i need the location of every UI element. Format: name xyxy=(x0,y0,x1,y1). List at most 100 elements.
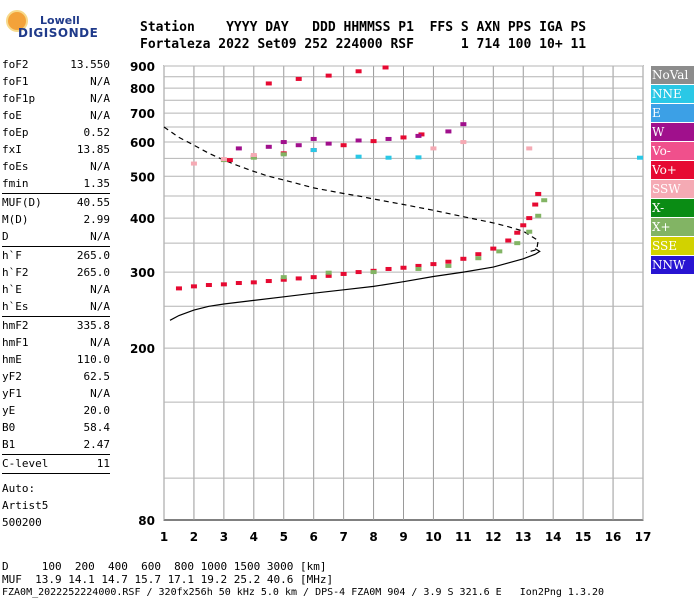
param-row: foF1 N/A xyxy=(2,73,110,90)
x-tick-label: 1 xyxy=(160,530,168,544)
data-point xyxy=(400,265,407,270)
data-point xyxy=(295,276,302,281)
data-point xyxy=(526,146,533,151)
data-point xyxy=(310,275,317,280)
data-point xyxy=(340,143,347,148)
data-point xyxy=(532,202,539,207)
sun-logo-icon xyxy=(6,10,28,32)
data-point xyxy=(235,146,242,151)
y-tick-label: 200 xyxy=(130,342,155,356)
data-point xyxy=(325,73,332,78)
param-name: D xyxy=(2,230,9,243)
param-value: 40.55 xyxy=(76,196,110,209)
x-tick-label: 13 xyxy=(515,530,532,544)
y-tick-label: 300 xyxy=(130,266,155,280)
param-row: B0 58.4 xyxy=(2,419,110,436)
data-point xyxy=(415,263,422,268)
logo-line1: Lowell xyxy=(40,14,80,27)
param-name: yE xyxy=(2,404,16,417)
x-tick-label: 10 xyxy=(425,530,442,544)
x-tick-label: 14 xyxy=(545,530,562,544)
data-point xyxy=(430,262,437,267)
param-name: C-level xyxy=(2,457,49,470)
x-tick-label: 7 xyxy=(339,530,347,544)
true-height-curve xyxy=(169,248,541,321)
param-name: hmE xyxy=(2,353,22,366)
param-separator xyxy=(2,246,110,247)
param-name: B0 xyxy=(2,421,16,434)
legend-item: NNW xyxy=(651,256,694,274)
data-point xyxy=(445,263,452,268)
data-point xyxy=(370,139,377,144)
legend: NoVal NNE E W Vo- Vo+ SSW X- X+ SSE NNW xyxy=(651,66,694,275)
param-row: foEs N/A xyxy=(2,158,110,175)
x-tick-label: 11 xyxy=(455,530,472,544)
data-point xyxy=(526,229,533,234)
logo-line2: DIGISONDE xyxy=(18,26,99,40)
param-row: yF1 N/A xyxy=(2,385,110,402)
param-name: fmin xyxy=(2,177,29,190)
data-point xyxy=(460,256,467,261)
data-point xyxy=(535,213,542,218)
param-name: foE xyxy=(2,109,22,122)
data-point xyxy=(265,81,272,86)
param-row: hmE 110.0 xyxy=(2,351,110,368)
param-value: 265.0 xyxy=(76,266,110,279)
autoscaling-info: Artist5 xyxy=(2,499,49,512)
param-row: foEp 0.52 xyxy=(2,124,110,141)
param-separator xyxy=(2,454,110,455)
param-row: yF2 62.5 xyxy=(2,368,110,385)
param-row: M(D) 2.99 xyxy=(2,211,110,228)
param-name: h`Es xyxy=(2,300,29,313)
data-point xyxy=(541,198,548,203)
data-point xyxy=(355,270,362,275)
param-row: hmF1 N/A xyxy=(2,334,110,351)
param-value: N/A xyxy=(90,336,110,349)
param-name: foF1 xyxy=(2,75,29,88)
param-value: 335.8 xyxy=(76,319,110,332)
param-name: h`E xyxy=(2,283,22,296)
data-point xyxy=(265,279,272,284)
param-separator xyxy=(2,316,110,317)
data-point xyxy=(280,140,287,145)
param-value: 11 xyxy=(96,457,110,470)
data-point xyxy=(310,148,317,153)
param-row: h`Es N/A xyxy=(2,298,110,315)
autoscaling-info: 500200 xyxy=(2,516,42,529)
data-point xyxy=(400,135,407,140)
x-tick-label: 16 xyxy=(605,530,622,544)
y-tick-label: 600 xyxy=(130,136,155,150)
param-value: 110.0 xyxy=(76,353,110,366)
param-row: foE N/A xyxy=(2,107,110,124)
x-tick-label: 9 xyxy=(399,530,407,544)
data-point xyxy=(310,136,317,141)
param-name: h`F xyxy=(2,249,22,262)
y-tick-label: 700 xyxy=(130,107,155,121)
param-name: MUF(D) xyxy=(2,196,42,209)
param-value: N/A xyxy=(90,92,110,105)
param-value: N/A xyxy=(90,230,110,243)
data-point xyxy=(250,152,257,157)
data-point xyxy=(475,252,482,257)
header-line2: Fortaleza 2022 Set09 252 224000 RSF 1 71… xyxy=(140,37,587,52)
param-separator xyxy=(2,473,110,474)
param-row: fxI 13.85 xyxy=(2,141,110,158)
param-value: 62.5 xyxy=(83,370,111,383)
footer-file-info: FZA0M_2022252224000.RSF / 320fx256h 50 k… xyxy=(2,587,605,598)
param-value: N/A xyxy=(90,387,110,400)
data-point xyxy=(475,256,482,261)
data-point xyxy=(505,238,512,243)
param-row: hmF2 335.8 xyxy=(2,317,110,334)
data-point xyxy=(385,155,392,160)
data-point xyxy=(355,69,362,74)
data-point xyxy=(355,154,362,159)
legend-item: E xyxy=(651,104,694,122)
param-name: yF1 xyxy=(2,387,22,400)
param-row: h`F 265.0 xyxy=(2,247,110,264)
y-tick-label: 500 xyxy=(130,170,155,184)
data-point xyxy=(325,273,332,278)
header-line1: Station YYYY DAY DDD HHMMSS P1 FFS S AXN… xyxy=(140,20,587,35)
param-row: MUF(D) 40.55 xyxy=(2,194,110,211)
y-tick-label: 400 xyxy=(130,212,155,226)
